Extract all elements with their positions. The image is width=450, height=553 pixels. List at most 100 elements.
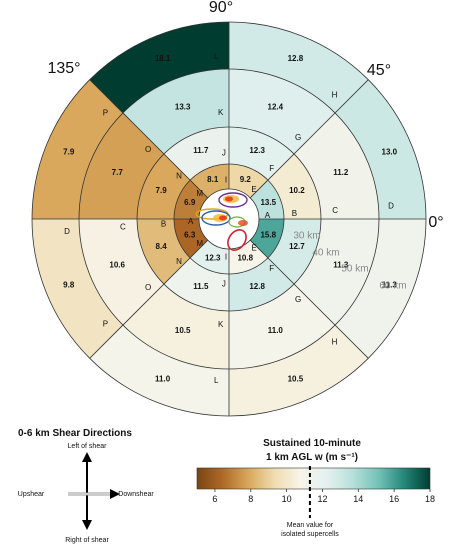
left-of-shear-label: Left of shear bbox=[68, 443, 108, 450]
boundary-letter: K bbox=[218, 320, 224, 329]
boundary-letter: F bbox=[269, 264, 274, 273]
colorbar-tick-label: 10 bbox=[282, 494, 292, 504]
sector-cell bbox=[89, 22, 229, 113]
sector-value: 6.3 bbox=[184, 230, 196, 239]
mean-note-line1: Mean value for bbox=[287, 522, 334, 529]
sector-divider bbox=[89, 239, 209, 359]
boundary-letter: B bbox=[292, 209, 297, 218]
boundary-letter: M bbox=[196, 189, 203, 198]
grid-lines: A B C D E F G H I J K L M N O P A B C D M N O P I J K L E F G H bbox=[31, 21, 427, 417]
boundary-letter: J bbox=[222, 280, 226, 289]
sector-cell bbox=[122, 69, 229, 154]
sector-value: 13.5 bbox=[260, 198, 276, 207]
sector-cell bbox=[335, 219, 426, 359]
arrow-down-icon bbox=[82, 520, 92, 530]
boundary-letter: G bbox=[295, 295, 301, 304]
angle-label-135: 135° bbox=[47, 60, 80, 77]
boundary-letter: A bbox=[188, 217, 194, 226]
sector-cell bbox=[79, 219, 164, 326]
colorbar-tick-label: 14 bbox=[353, 494, 363, 504]
range-label-60km: 60 km bbox=[379, 281, 406, 292]
boundary-letter: N bbox=[176, 171, 182, 180]
boundary-letter: I bbox=[225, 252, 227, 261]
colorbar-tick-label: 16 bbox=[389, 494, 399, 504]
sector-cell bbox=[229, 325, 369, 416]
sector-value: 12.3 bbox=[205, 253, 221, 262]
sector-value: 13.0 bbox=[382, 148, 398, 157]
colorbar-title-line1: Sustained 10-minute bbox=[263, 438, 361, 449]
sector-value: 13.3 bbox=[175, 102, 191, 111]
sector-value: 8.4 bbox=[156, 242, 168, 251]
sector-value: 10.6 bbox=[109, 260, 125, 269]
arrow-up-icon bbox=[82, 452, 92, 462]
downshear-label: Downshear bbox=[118, 491, 154, 498]
sector-value: 6.9 bbox=[184, 198, 196, 207]
boundary-letter: I bbox=[225, 176, 227, 185]
sector-cell bbox=[229, 69, 336, 154]
sector-cell bbox=[294, 112, 379, 219]
sector-value: 8.1 bbox=[207, 175, 219, 184]
boundary-letter: E bbox=[251, 243, 256, 252]
boundary-letter: C bbox=[120, 222, 126, 231]
sector-value: 15.8 bbox=[260, 230, 276, 239]
arrow-right-icon bbox=[110, 489, 120, 499]
sector-value: 12.8 bbox=[288, 54, 304, 63]
boundary-letter: C bbox=[332, 206, 338, 215]
boundary-letter: N bbox=[176, 257, 182, 266]
sector-value: 18.1 bbox=[155, 54, 171, 63]
sector-value: 10.2 bbox=[289, 186, 305, 195]
sector-value: 7.7 bbox=[112, 168, 124, 177]
sector-value: 10.5 bbox=[288, 374, 304, 383]
angle-label-90: 90° bbox=[209, 0, 233, 16]
sector-value: 11.3 bbox=[333, 260, 349, 269]
boundary-letter: P bbox=[103, 109, 108, 118]
boundary-letter: L bbox=[214, 376, 219, 385]
sector-cell bbox=[32, 79, 123, 219]
boundary-letter: G bbox=[295, 133, 301, 142]
storm-contours-icon bbox=[195, 192, 248, 251]
boundary-letter: A bbox=[265, 211, 271, 220]
boundary-letter: L bbox=[214, 52, 219, 61]
boundary-letter: F bbox=[269, 164, 274, 173]
sector-value: 11.3 bbox=[382, 281, 398, 290]
sector-cell bbox=[89, 325, 229, 416]
sector-value: 11.5 bbox=[193, 282, 209, 291]
sector-value: 9.8 bbox=[63, 281, 75, 290]
sector-divider bbox=[249, 239, 369, 359]
sector-value: 12.3 bbox=[249, 146, 265, 155]
shear-legend-title: 0-6 km Shear Directions bbox=[18, 428, 132, 439]
colorbar-tick-label: 18 bbox=[425, 494, 435, 504]
sector-value: 10.5 bbox=[175, 326, 191, 335]
angle-label-45: 45° bbox=[367, 62, 391, 79]
boundary-letter: H bbox=[332, 338, 338, 347]
sector-cell bbox=[137, 153, 191, 219]
sector-divider bbox=[89, 79, 209, 199]
range-label-50km: 50 km bbox=[341, 264, 368, 275]
range-label-30km: 30 km bbox=[293, 231, 320, 242]
sector-cell bbox=[229, 257, 295, 311]
colorbar: Sustained 10-minute 1 km AGL w (m s⁻¹) 6… bbox=[196, 438, 435, 538]
sector-cell bbox=[267, 219, 321, 285]
colorbar-title-line2: 1 km AGL w (m s⁻¹) bbox=[266, 452, 358, 463]
boundary-letter: O bbox=[145, 283, 151, 292]
sector-value: 11.2 bbox=[333, 168, 349, 177]
sector-cell bbox=[335, 79, 426, 219]
sector-value: 7.9 bbox=[156, 186, 168, 195]
sector-cell bbox=[122, 284, 229, 369]
colorbar-bar bbox=[196, 467, 431, 490]
boundary-letter: J bbox=[222, 149, 226, 158]
sector-value: 11.0 bbox=[268, 326, 284, 335]
sector-value: 7.9 bbox=[63, 148, 75, 157]
colorbar-tick-label: 12 bbox=[317, 494, 327, 504]
upshear-label: Upshear bbox=[18, 491, 45, 498]
boundary-letter: K bbox=[218, 108, 224, 117]
sector-cell bbox=[229, 22, 369, 113]
sector-divider bbox=[249, 79, 369, 199]
colorbar-tick-label: 8 bbox=[248, 494, 253, 504]
sector-cell bbox=[229, 127, 295, 181]
sector-cell bbox=[294, 219, 379, 326]
shear-direction-legend: 0-6 km Shear Directions Left of shear Ri… bbox=[18, 428, 155, 544]
boundary-letter: O bbox=[145, 145, 151, 154]
sector-cell bbox=[163, 257, 229, 311]
